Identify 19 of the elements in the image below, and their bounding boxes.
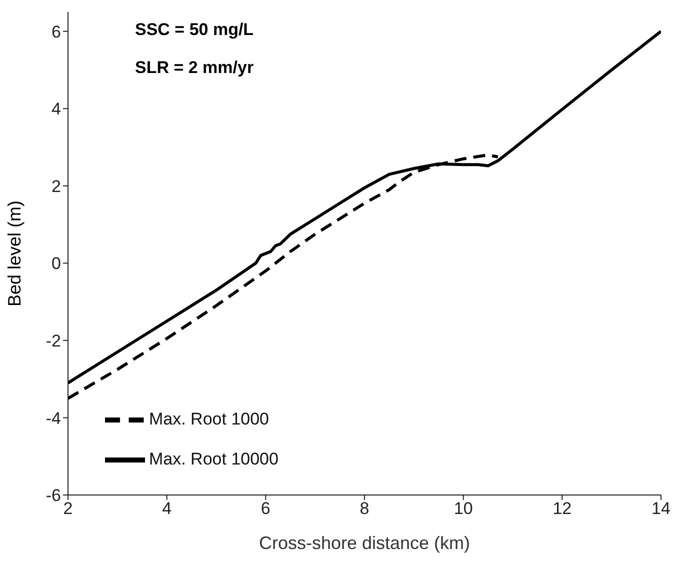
y-tick-label: 4 bbox=[52, 100, 61, 119]
x-tick-label: 12 bbox=[552, 499, 572, 518]
y-tick-label: -2 bbox=[46, 331, 61, 350]
y-tick-label: 6 bbox=[52, 22, 61, 42]
x-tick-label: 14 bbox=[652, 499, 670, 518]
y-axis-title: Bed level (m) bbox=[4, 200, 24, 307]
x-tick-label: 10 bbox=[454, 499, 473, 518]
y-tick-label: -6 bbox=[46, 486, 61, 506]
y-tick-label: 2 bbox=[52, 176, 61, 196]
x-tick-label: 8 bbox=[360, 499, 370, 518]
legend-label: Max. Root 1000 bbox=[149, 409, 270, 428]
annotation: SLR = 2 mm/yr bbox=[135, 58, 254, 78]
x-tick-label: 6 bbox=[260, 499, 270, 518]
x-tick-label: 4 bbox=[162, 499, 172, 518]
annotation: SSC = 50 mg/L bbox=[135, 20, 254, 40]
legend-label: Max. Root 10000 bbox=[149, 449, 278, 468]
y-tick-label: -4 bbox=[46, 408, 61, 428]
x-axis-title: Cross-shore distance (km) bbox=[258, 533, 470, 553]
y-tick-label: 0 bbox=[52, 254, 61, 274]
